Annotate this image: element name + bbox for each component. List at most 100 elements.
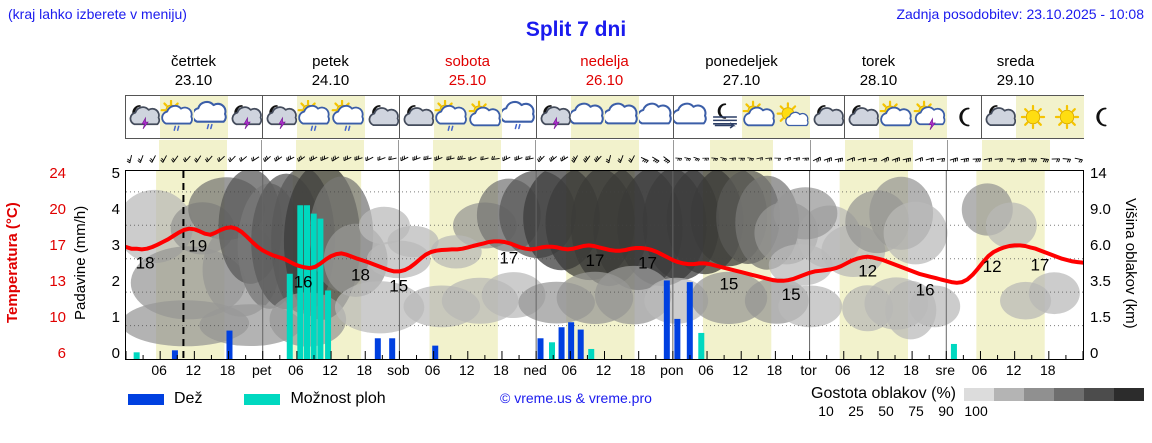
temperature-point-label: 15: [782, 285, 801, 304]
day-header-cell: nedelja 26.10: [536, 52, 673, 92]
temperature-point-label: 12: [983, 257, 1002, 276]
x-axis-tick-label: tor: [800, 362, 817, 378]
wind-barb: [296, 140, 308, 170]
wind-barb: [993, 140, 1005, 170]
weather-icon-day-group: [400, 96, 537, 138]
wind-barb: [170, 140, 182, 170]
x-axis-tick-label: 06: [971, 362, 988, 378]
wind-barb: [148, 140, 159, 170]
wind-barb: [674, 140, 683, 170]
wind-barb: [467, 140, 479, 170]
temperature-point-label: 16: [916, 280, 935, 299]
cloud-density-color-bar: [964, 387, 1144, 401]
wind-barb: [737, 140, 747, 170]
temperature-axis-title: Temperatura (°C): [4, 202, 21, 324]
sun-cloud-rain-icon: [331, 96, 365, 138]
x-axis-tick-label: 18: [629, 362, 646, 378]
wind-barb-day-group: [948, 140, 1084, 170]
axis-tick-label: 1.5: [1090, 309, 1111, 327]
x-axis-tick-label: 18: [1040, 362, 1056, 378]
wind-barb: [924, 140, 935, 170]
sun-cloud-icon: [879, 96, 913, 138]
wind-barb: [193, 140, 205, 170]
wind-barb: [709, 140, 719, 170]
wind-barb: [1061, 140, 1072, 170]
wind-barb: [1027, 140, 1039, 170]
x-axis-tick-label: 12: [595, 362, 612, 378]
wind-barb: [627, 140, 639, 170]
axis-tick-label: 24: [49, 165, 66, 182]
day-date: 29.10: [996, 72, 1035, 89]
axis-tick-label: 3.5: [1090, 273, 1111, 291]
wind-barb: [456, 140, 468, 170]
x-axis-tick-label: 18: [903, 362, 919, 378]
wind-barb: [387, 140, 398, 170]
wind-barb: [341, 140, 353, 170]
weather-icon-strip: [125, 95, 1107, 139]
wind-barb: [548, 140, 559, 170]
meteogram-plot: 18 19 16 18 15 17 17 17 15 15 12 16 12 17: [125, 170, 1084, 360]
x-axis-tick-label: 06: [151, 362, 167, 378]
wind-barb: [1004, 140, 1016, 170]
axis-tick-label: 17: [49, 237, 66, 255]
temperature-point-label: 16: [294, 272, 313, 291]
x-axis-tick-label: 06: [561, 362, 578, 378]
day-date: 27.10: [722, 72, 761, 89]
x-axis-tick-label: 12: [185, 362, 202, 378]
cloud-density-scale-values: 10 25 50 75 90 100: [811, 403, 991, 421]
cloud-density-scale-value: 10: [818, 403, 834, 419]
x-axis-tick-label: sob: [387, 362, 410, 378]
wind-barb: [136, 140, 147, 170]
wind-barb: [376, 140, 387, 170]
wind-barb: [1015, 140, 1028, 170]
x-axis-tick-label: sre: [935, 362, 956, 378]
moon-cloud-lightning-icon: [228, 96, 262, 138]
wind-barb: [701, 140, 710, 170]
wind-barb: [822, 140, 833, 170]
x-axis-tick-label: 12: [869, 362, 885, 378]
wind-barb: [764, 140, 774, 170]
day-header-cell: torek 28.10: [810, 52, 947, 92]
day-name: sreda: [996, 53, 1035, 70]
sun-cloud-icon: [468, 96, 502, 138]
sun-cloud-rain-icon: [160, 96, 194, 138]
temperature-point-label: 19: [188, 236, 207, 255]
wind-barb: [227, 140, 238, 170]
day-date: 24.10: [311, 72, 350, 89]
wind-barb: [728, 140, 738, 170]
x-axis-tick-label: 18: [493, 362, 509, 378]
moon-cloud-icon: [982, 96, 1016, 138]
weather-icon-day-group: [845, 96, 982, 138]
copyright-link[interactable]: © vreme.us & vreme.pro: [500, 390, 652, 406]
wind-barb-day-group: [262, 140, 400, 170]
wind-barb: [811, 140, 822, 170]
sun-cloud-icon: [742, 96, 776, 138]
cloud-density-swatch: [964, 387, 994, 401]
wind-barb: [285, 140, 296, 170]
wind-barb: [330, 140, 342, 170]
page-title: Split 7 dni: [525, 18, 627, 41]
cloud-density-swatch: [1024, 387, 1054, 401]
wind-barb: [559, 140, 570, 170]
cloud-density-swatch: [1084, 387, 1114, 401]
wind-barb: [238, 140, 249, 170]
weather-icon-day-group: [982, 96, 1118, 138]
wind-barb: [399, 140, 410, 170]
precipitation-axis-ticks: 5 4 3 2 1 0: [98, 163, 120, 368]
temperature-point-label: 17: [1030, 256, 1049, 275]
wind-barb: [364, 140, 375, 170]
axis-tick-label: 6.0: [1090, 237, 1111, 255]
wind-barb: [971, 140, 982, 170]
x-axis-tick-label: 06: [424, 362, 441, 378]
axis-tick-label: 1: [111, 309, 120, 327]
wind-barb: [1050, 140, 1061, 170]
axis-tick-label: 9.0: [1090, 201, 1111, 219]
x-axis-time-labels: 06 12 18 pet 06 12 18 sob 06 12 18 ned 06 12 18 pon 06 12…: [125, 362, 1084, 382]
wind-barb: [536, 140, 547, 170]
axis-tick-label: 2: [111, 273, 120, 291]
x-axis-tick-label: 12: [1005, 362, 1022, 378]
moon-cloud-icon: [365, 96, 399, 138]
moon-cloud-lightning-icon: [126, 96, 160, 138]
wind-barb-strip: [125, 140, 1084, 170]
x-axis-tick-label: pon: [660, 362, 684, 378]
